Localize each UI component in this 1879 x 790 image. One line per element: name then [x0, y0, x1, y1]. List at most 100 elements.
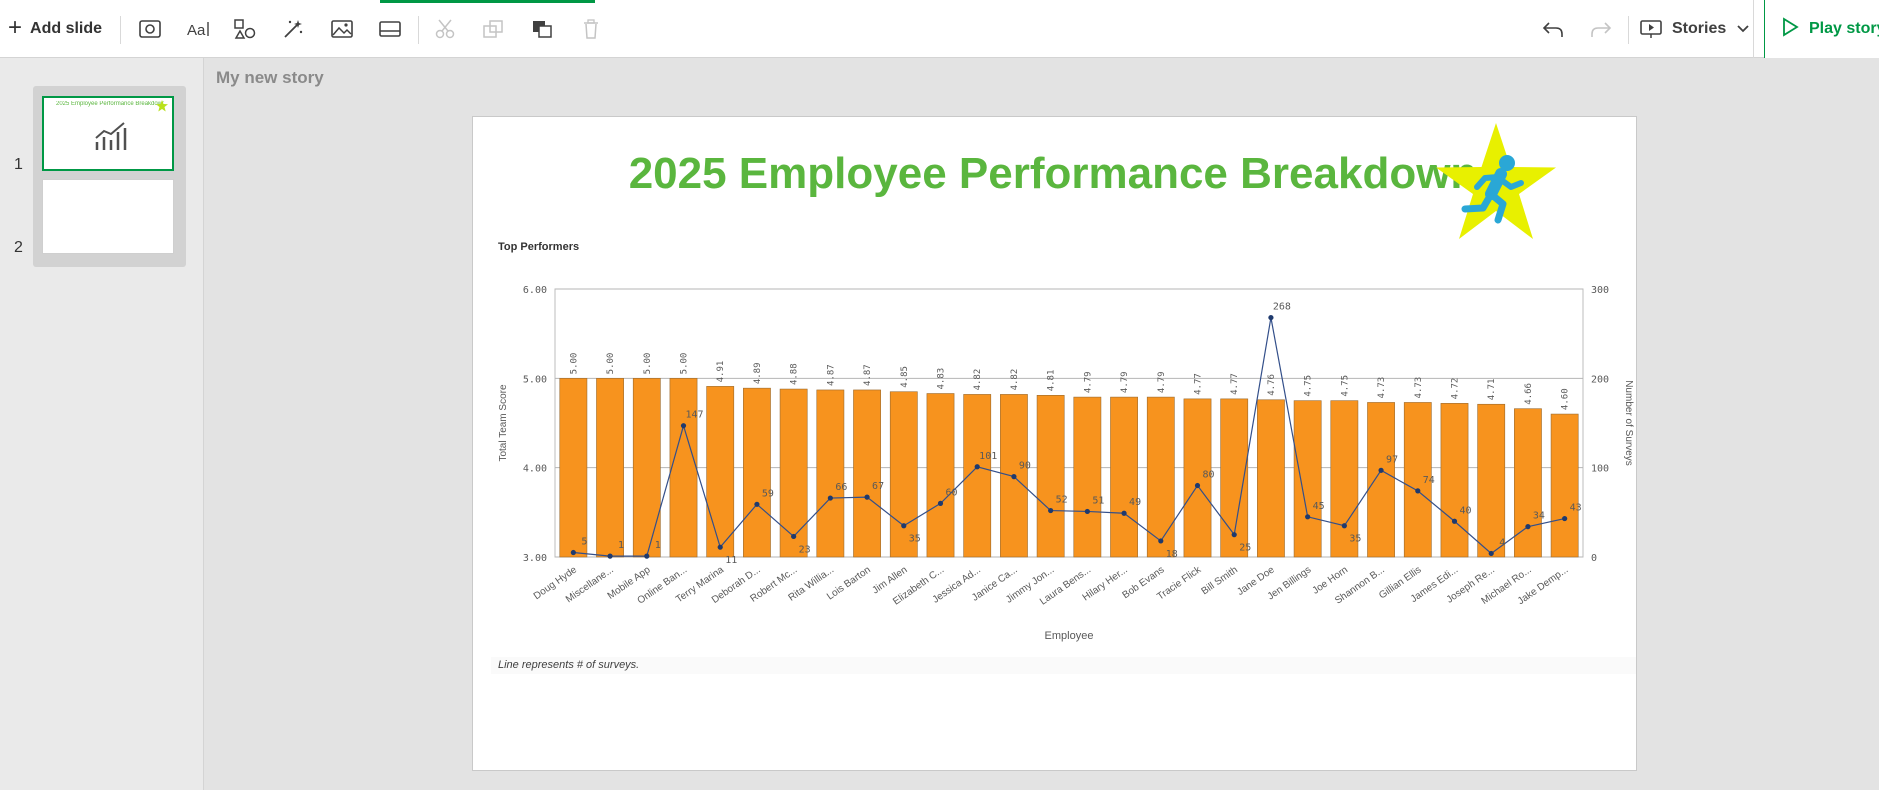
- bar-data-label: 4.75: [1304, 375, 1314, 397]
- toolbar-divider: [120, 16, 121, 44]
- line-point: [901, 523, 907, 529]
- bar: [1440, 403, 1469, 558]
- line-data-label: 59: [762, 488, 774, 499]
- toolbar-divider: [1628, 16, 1629, 44]
- sheet-button[interactable]: [375, 14, 405, 44]
- add-slide-label: Add slide: [30, 20, 103, 37]
- combo-chart[interactable]: 3.00 4.00 5.00 6.00 0 100 200 300 5.00 5.00 5.00 5.…: [473, 117, 1638, 662]
- line-point: [680, 423, 687, 429]
- bar: [1514, 408, 1542, 558]
- slide-title[interactable]: 2025 Employee Performance Breakdown: [628, 149, 1478, 198]
- y2-tick-label: 200: [1591, 374, 1609, 385]
- bar: [559, 378, 588, 558]
- bar-data-label: 4.81: [1047, 370, 1057, 392]
- bar-data-label: 4.83: [937, 368, 947, 390]
- slide-thumbnail-panel: 2025 Employee Performance Breakdown 1 2: [0, 58, 204, 790]
- bar: [1073, 396, 1102, 558]
- y2-tick-label: 300: [1591, 285, 1609, 296]
- line-data-label: 60: [945, 487, 957, 498]
- line-data-label: 45: [1313, 501, 1325, 512]
- sheet-icon: [379, 19, 401, 39]
- bar: [1403, 402, 1432, 558]
- line-data-label: 43: [1570, 503, 1582, 514]
- y-tick-label: 5.00: [523, 374, 547, 385]
- bar-data-label: 4.72: [1451, 378, 1461, 400]
- star-icon: [156, 99, 168, 117]
- effects-button[interactable]: [278, 14, 308, 44]
- play-story-button[interactable]: Play story: [1764, 0, 1879, 58]
- slide-canvas[interactable]: 2025 Employee Performance Breakdown Top …: [472, 116, 1637, 771]
- copy-button[interactable]: [478, 14, 508, 44]
- bar: [632, 378, 661, 558]
- line-point: [1158, 538, 1164, 544]
- bar: [1550, 413, 1579, 558]
- line-point: [1525, 524, 1531, 530]
- bar-data-label: 4.77: [1194, 373, 1204, 395]
- line-data-label: 90: [1019, 461, 1031, 472]
- bar: [743, 387, 771, 558]
- line-point: [570, 549, 576, 556]
- plus-icon: +: [8, 14, 23, 41]
- delete-button[interactable]: [576, 14, 606, 44]
- redo-icon: [1589, 19, 1613, 39]
- thumbnail-title: 2025 Employee Performance Breakdown: [56, 101, 164, 107]
- undo-button[interactable]: [1538, 14, 1568, 44]
- line-data-label: 18: [1166, 549, 1178, 560]
- chart-title: Top Performers: [498, 241, 580, 253]
- line-point: [827, 495, 833, 501]
- line-point: [1451, 518, 1458, 524]
- bar-data-label: 4.60: [1561, 388, 1571, 410]
- slide-number-1: 1: [14, 156, 23, 173]
- undo-icon: [1541, 19, 1565, 39]
- slide-thumbnail-2[interactable]: [42, 179, 174, 254]
- line-point: [1378, 467, 1384, 473]
- y-tick-label: 4.00: [523, 464, 547, 475]
- line-point: [1268, 314, 1274, 321]
- chevron-down-icon: [1736, 24, 1750, 34]
- bar: [816, 389, 845, 558]
- bar-data-label: 4.79: [1083, 371, 1093, 393]
- text-button[interactable]: Aa: [183, 14, 213, 44]
- stories-dropdown[interactable]: Stories: [1640, 14, 1750, 44]
- line-point: [717, 544, 723, 550]
- cut-button[interactable]: [430, 14, 460, 44]
- line-point: [1048, 507, 1054, 514]
- line-data-label: 1: [655, 540, 661, 551]
- line-point: [974, 464, 980, 470]
- y2-tick-label: 100: [1591, 464, 1609, 475]
- chart-footnote: Line represents # of surveys.: [491, 657, 1636, 674]
- bar: [853, 389, 881, 558]
- image-button[interactable]: [327, 14, 357, 44]
- line-data-label: 147: [685, 410, 703, 421]
- stories-label: Stories: [1672, 20, 1727, 37]
- bring-forward-button[interactable]: [527, 14, 557, 44]
- stories-icon: [1640, 19, 1662, 39]
- line-data-label: 51: [1092, 495, 1104, 506]
- bar-data-label: 4.75: [1340, 375, 1350, 397]
- star-runner-logo[interactable]: [1435, 121, 1557, 250]
- line-data-label: 74: [1423, 475, 1435, 486]
- bar: [669, 378, 698, 558]
- redo-button[interactable]: [1586, 14, 1616, 44]
- slide-thumbnail-1[interactable]: 2025 Employee Performance Breakdown: [42, 96, 174, 171]
- bar-data-label: 4.87: [826, 364, 836, 386]
- svg-text:Aa: Aa: [187, 22, 206, 39]
- y-tick-label: 3.00: [523, 553, 547, 564]
- chart-icon: [94, 120, 128, 159]
- add-slide-button[interactable]: + Add slide: [8, 14, 102, 44]
- bar-data-label: 4.89: [753, 362, 763, 384]
- line-data-label: 5: [581, 537, 587, 548]
- line-point: [754, 501, 760, 507]
- toolbar-divider: [1753, 0, 1754, 58]
- x-tick-label: Bill Smith: [1199, 564, 1239, 597]
- bar: [1183, 398, 1212, 558]
- shapes-button[interactable]: [230, 14, 260, 44]
- snapshot-button[interactable]: [135, 14, 165, 44]
- bar-data-label: 4.73: [1414, 377, 1424, 399]
- text-icon: Aa: [186, 19, 210, 39]
- bar-data-label: 4.66: [1524, 383, 1534, 405]
- line-data-label: 67: [872, 481, 884, 492]
- y-axis-title: Total Team Score: [498, 384, 509, 462]
- story-title[interactable]: My new story: [216, 68, 324, 87]
- copy-icon: [482, 19, 504, 39]
